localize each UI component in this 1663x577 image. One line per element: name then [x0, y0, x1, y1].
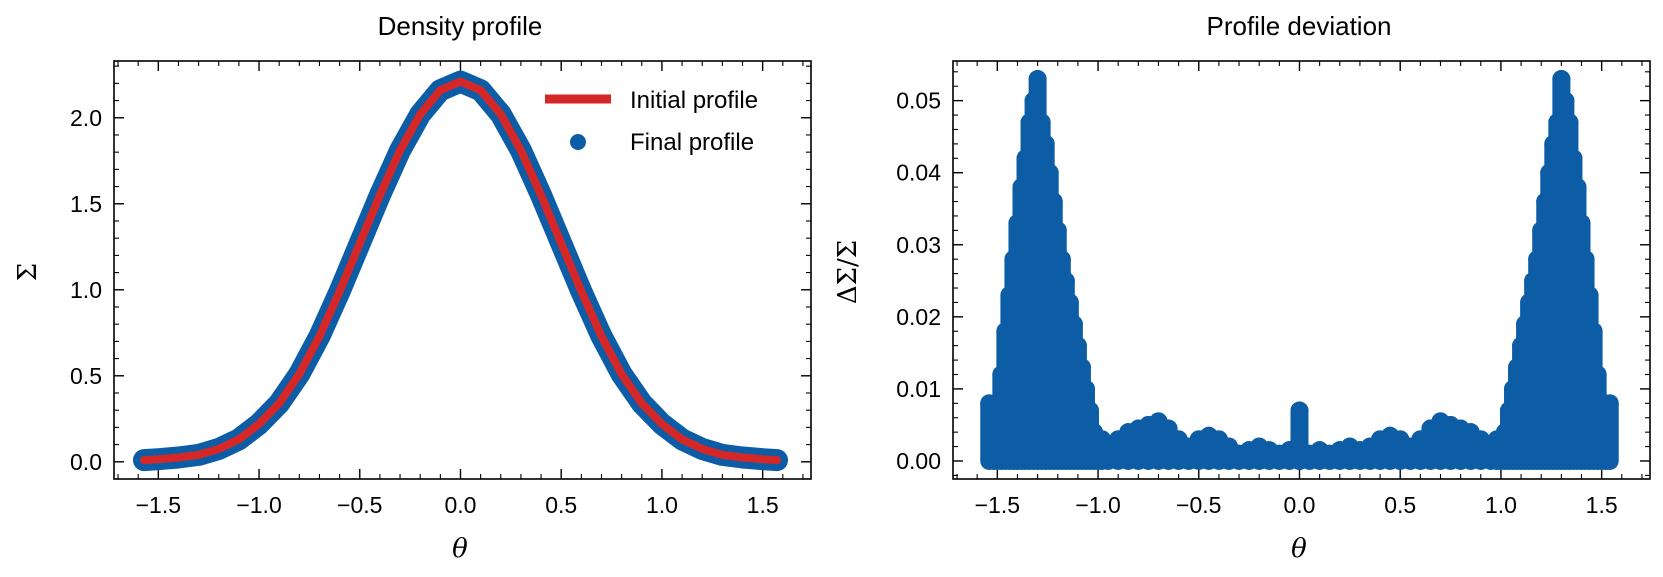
deviation-point: [1068, 336, 1087, 355]
x-tick-label: −1.5: [975, 492, 1020, 518]
x-tick-label: 0.0: [444, 492, 476, 518]
x-tick-label: 0.5: [545, 492, 577, 518]
density-profile-chart: Density profile Σ θ −1.5 −1.0 −0.5 0.0 0.5 1.…: [13, 11, 812, 564]
y-tick-label: 1.0: [70, 277, 102, 303]
deviation-point: [1052, 250, 1071, 269]
deviation-point: [1576, 250, 1595, 269]
deviation-point: [1290, 423, 1309, 442]
profile-deviation-ylabel: ΔΣ/Σ: [833, 240, 863, 304]
y-tick-label: 0.01: [896, 376, 941, 402]
profile-deviation-chart: Profile deviation ΔΣ/Σ θ −1.5 −1.0 −0.5 0.0…: [833, 11, 1651, 564]
deviation-point: [1584, 322, 1603, 341]
deviation-point: [1064, 315, 1083, 334]
deviation-point: [1028, 70, 1047, 89]
profile-deviation-xlabel: θ: [1291, 534, 1307, 564]
y-tick-label: 1.5: [70, 191, 102, 217]
deviation-point: [1290, 401, 1309, 420]
deviation-point: [1556, 91, 1575, 110]
deviation-point: [1564, 149, 1583, 168]
profile-deviation-ticks: [953, 61, 1650, 479]
legend-final-marker: [570, 134, 586, 150]
deviation-point: [1080, 401, 1099, 420]
profile-deviation-tick-labels: −1.5 −1.0 −0.5 0.0 0.5 1.0 1.5 0.00 0.01 0.02 0.03…: [896, 88, 1617, 518]
deviation-point: [1572, 214, 1591, 233]
x-tick-label: −0.5: [337, 492, 382, 518]
deviation-point: [1072, 358, 1091, 377]
legend-initial-label: Initial profile: [630, 87, 758, 114]
density-profile-xlabel: θ: [452, 534, 468, 564]
deviation-point: [1568, 178, 1587, 197]
deviation-point: [1048, 221, 1067, 240]
deviation-point: [1032, 113, 1051, 132]
profile-deviation-frame: [952, 60, 1651, 480]
y-tick-label: 0.00: [896, 448, 941, 474]
y-tick-label: 0.03: [896, 232, 941, 258]
density-profile-tick-labels: −1.5 −1.0 −0.5 0.0 0.5 1.0 1.5 0.0 0.5 1.0 1.5 2.0: [70, 105, 779, 518]
profile-deviation-marks: [980, 70, 1619, 470]
y-tick-label: 0.05: [896, 88, 941, 114]
x-tick-label: −1.0: [1075, 492, 1120, 518]
deviation-point: [1040, 163, 1059, 182]
deviation-point: [1588, 365, 1607, 384]
x-tick-label: 1.5: [1586, 492, 1618, 518]
y-tick-label: 2.0: [70, 105, 102, 131]
deviation-point: [1552, 70, 1571, 89]
deviation-point: [1076, 379, 1095, 398]
density-profile-ticks: [114, 61, 811, 480]
deviation-point: [1056, 271, 1075, 290]
density-profile-frame: [113, 60, 812, 480]
x-tick-label: 1.0: [1485, 492, 1517, 518]
x-tick-label: 0.5: [1384, 492, 1416, 518]
x-tick-label: −1.0: [236, 492, 281, 518]
density-profile-title: Density profile: [378, 11, 543, 41]
x-tick-label: 0.0: [1283, 492, 1315, 518]
y-tick-label: 0.0: [70, 449, 102, 475]
deviation-point: [1060, 293, 1079, 312]
deviation-point: [1580, 286, 1599, 305]
y-tick-label: 0.04: [896, 160, 941, 186]
legend-final-label: Final profile: [630, 129, 754, 156]
deviation-point: [1044, 192, 1063, 211]
density-profile-marks: [133, 70, 788, 472]
deviation-point: [1560, 113, 1579, 132]
y-tick-label: 0.5: [70, 363, 102, 389]
density-profile-ylabel: Σ: [13, 263, 43, 281]
profile-deviation-title: Profile deviation: [1207, 11, 1392, 41]
initial-profile-line: [140, 77, 781, 465]
x-tick-label: 1.5: [747, 492, 779, 518]
x-tick-label: −0.5: [1176, 492, 1221, 518]
x-tick-label: −1.5: [136, 492, 181, 518]
x-tick-label: 1.0: [646, 492, 678, 518]
deviation-point: [1600, 394, 1619, 413]
deviation-point: [1036, 134, 1055, 153]
density-profile-legend: Initial profile Final profile: [545, 87, 758, 156]
y-tick-label: 0.02: [896, 304, 941, 330]
